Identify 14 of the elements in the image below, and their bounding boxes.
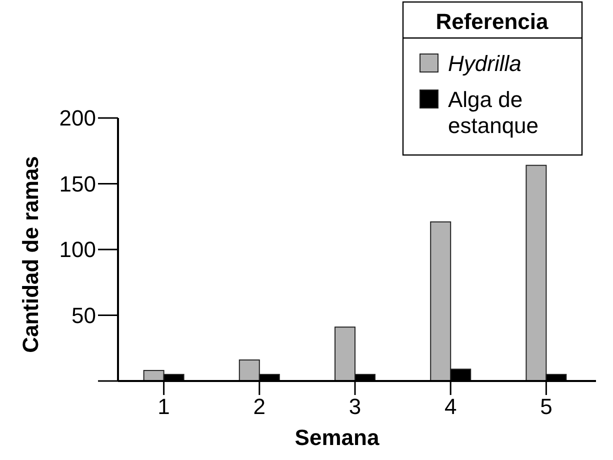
- legend-title: Referencia: [436, 9, 550, 34]
- x-axis-title: Semana: [294, 425, 380, 450]
- y-tick-label: 50: [72, 302, 96, 328]
- x-tick-label: 2: [253, 394, 266, 419]
- legend-label: Hydrilla: [448, 51, 522, 76]
- x-tick-label: 4: [444, 394, 457, 419]
- y-tick-label: 150: [59, 171, 96, 196]
- legend-label: Alga de estanque: [448, 87, 539, 138]
- x-tick-label: 1: [158, 394, 170, 419]
- y-axis-title: Cantidad de ramas: [18, 156, 43, 353]
- x-tick-label: 5: [540, 394, 552, 419]
- y-tick-label: 100: [59, 237, 96, 262]
- y-tick-label: 200: [59, 106, 96, 131]
- x-tick-label: 3: [348, 394, 362, 419]
